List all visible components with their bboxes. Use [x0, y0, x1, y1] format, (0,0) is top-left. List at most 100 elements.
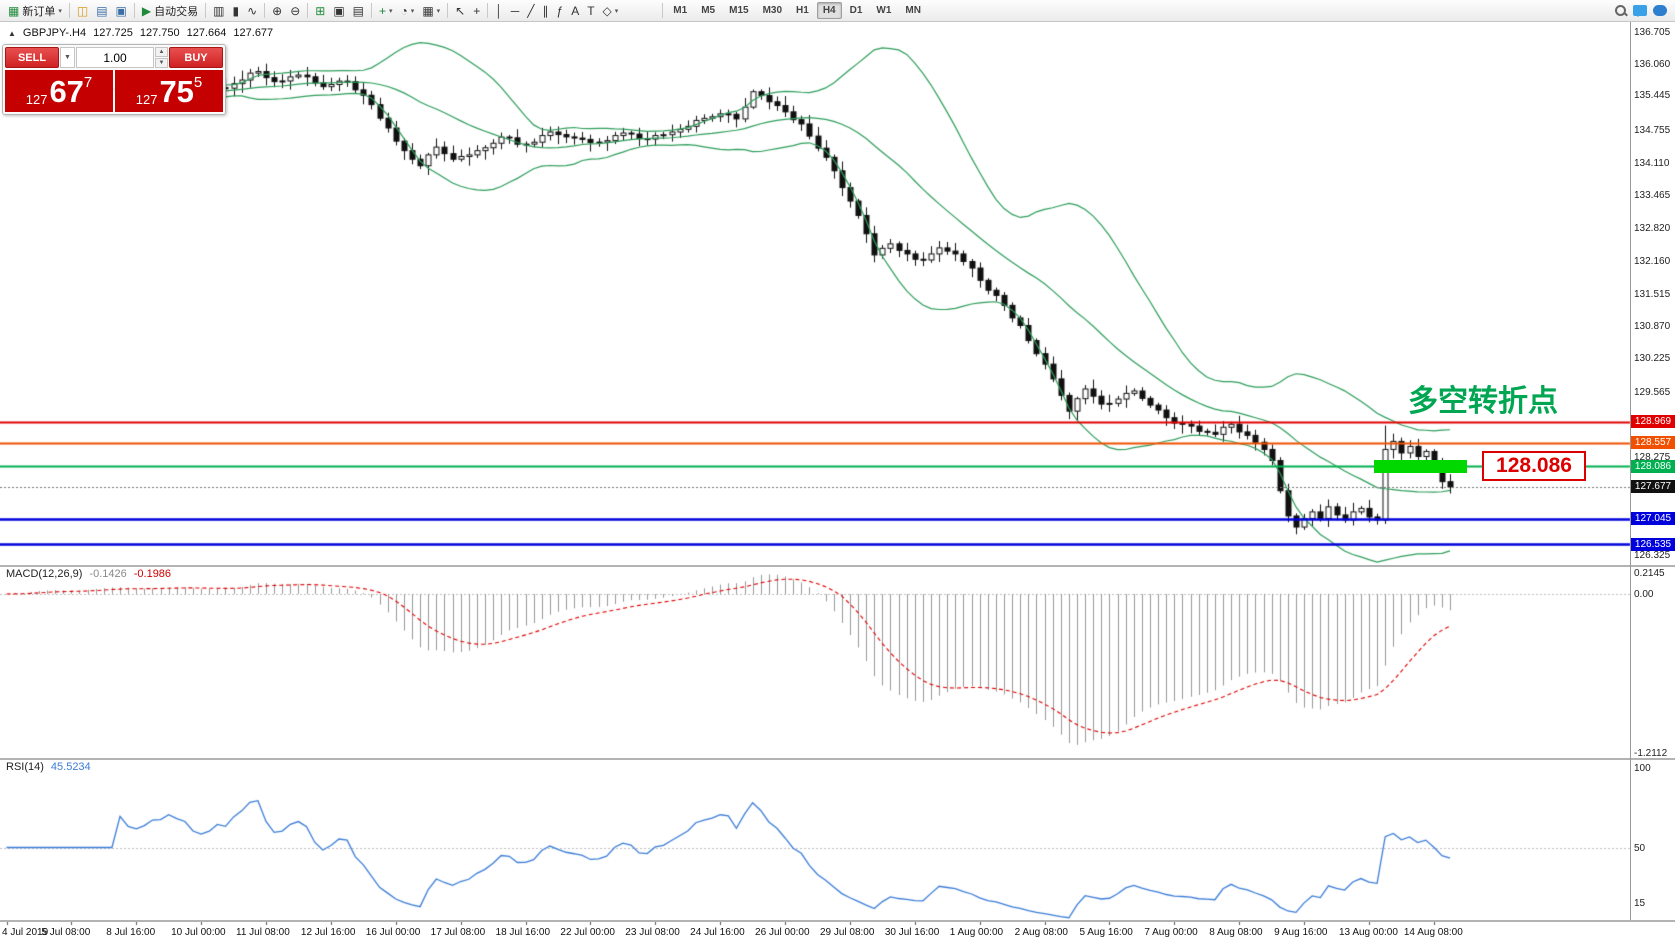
time-axis-label: 14 Aug 08:00 — [1403, 927, 1463, 938]
trendline-icon: ╱ — [527, 3, 535, 18]
indicators-button[interactable]: + ▾ — [375, 2, 397, 20]
arrange-windows-button[interactable]: ▤ — [349, 2, 368, 20]
line-chart-button[interactable]: ∿ — [243, 2, 261, 20]
crosshair-button[interactable]: + — [469, 2, 484, 20]
sell-button[interactable]: SELL — [5, 47, 59, 68]
navigator-icon-icon: ▣ — [115, 3, 127, 18]
time-axis-label: 8 Aug 08:00 — [1209, 927, 1263, 938]
time-axis-label: 1 Aug 00:00 — [949, 927, 1004, 938]
bar-chart-icon: ▥ — [213, 3, 225, 18]
time-axis[interactable]: 4 Jul 2019 5 Jul 08:00 8 Jul 16:00 10 Jul 0… — [0, 922, 1630, 944]
timeframe-M5[interactable]: M5 — [695, 2, 721, 19]
periods-button[interactable]: ◔ ▾ — [397, 2, 419, 20]
ohlc-close: 127.677 — [233, 27, 274, 39]
label-button[interactable]: T — [583, 2, 598, 20]
shapes-button[interactable]: ◇ ▾ — [599, 2, 623, 20]
new-order-button[interactable]: ▦ 新订单 ▾ — [4, 2, 66, 20]
volume-up-icon[interactable]: ▲ — [155, 47, 168, 57]
highlight-bar[interactable] — [1374, 460, 1467, 473]
zoom-out-icon: ⊖ — [290, 3, 301, 18]
timeframe-H4[interactable]: H4 — [816, 2, 842, 19]
time-axis-label: 29 Jul 08:00 — [819, 927, 875, 938]
buy-button[interactable]: BUY — [169, 47, 223, 68]
cursor-button[interactable]: ↖ — [451, 2, 469, 20]
auto-trading-button[interactable]: ▶ 自动交易 — [138, 2, 202, 20]
volume-dropdown-caret[interactable]: ▼ — [60, 47, 75, 68]
vertical-line-button[interactable]: │ — [491, 2, 507, 20]
vertical-line-icon: │ — [495, 3, 503, 18]
cursor-icon: ↖ — [455, 3, 466, 18]
sell-price-display[interactable]: 127 67 7 — [5, 70, 113, 112]
buy-price-prefix: 127 — [135, 92, 158, 107]
timeframe-W1[interactable]: W1 — [870, 2, 897, 19]
price-badge: 127.045 — [1631, 512, 1675, 526]
text-button[interactable]: A — [567, 2, 583, 20]
fibonacci-button[interactable]: ƒ — [553, 2, 568, 20]
macd-axis-label: -1.2112 — [1634, 747, 1668, 759]
time-axis-label: 7 Aug 00:00 — [1144, 927, 1198, 938]
trendline-button[interactable]: ╱ — [523, 2, 538, 20]
price-axis-label: 132.820 — [1634, 222, 1671, 234]
time-axis-label: 30 Jul 16:00 — [884, 927, 940, 938]
data-window-icon[interactable]: ▤ — [92, 2, 111, 20]
price-axis-label: 135.445 — [1634, 90, 1671, 102]
candlestick-chart-button[interactable]: ▮ — [228, 2, 243, 20]
price-axis-label: 131.515 — [1634, 288, 1671, 300]
sell-price-pipette: 7 — [83, 74, 93, 91]
annotation-text[interactable]: 多空转折点 — [1408, 385, 1558, 418]
buy-price-display[interactable]: 127 75 5 — [115, 70, 223, 112]
timeframe-M1[interactable]: M1 — [667, 2, 693, 19]
price-callout[interactable]: 128.086 — [1482, 451, 1586, 481]
buy-price-pips: 75 — [159, 74, 194, 109]
rsi-label: RSI(14) — [6, 761, 44, 773]
toolbar: ▦ 新订单 ▾ ◫ ▤ ▣ ▶ 自动交易 ▥ ▮ ∿ ⊕ ⊖ ⊞ ▣ ▤ + ▾ ◔ ▾ ▦ ▾ ↖ + │ ─ ╱ ∥ ƒ A T ◇ ▾ M1… — [0, 0, 1675, 22]
market-watch-icon[interactable]: ◫ — [73, 2, 92, 20]
market-watch-icon-icon: ◫ — [76, 3, 89, 18]
one-click-trading-panel: SELL ▼ ▲▼ BUY 127 67 7 127 75 5 — [2, 44, 226, 115]
caret-down-icon: ▾ — [436, 7, 441, 15]
tile-windows-button[interactable]: ⊞ — [311, 2, 329, 20]
search-icon[interactable] — [1614, 4, 1627, 17]
cascade-windows-button[interactable]: ▣ — [329, 2, 348, 20]
rsi-value: 45.5234 — [50, 761, 91, 773]
time-axis-label: 18 Jul 16:00 — [495, 927, 551, 938]
price-axis[interactable]: 136.705 136.060 135.445 134.755 134.110 133.4… — [1631, 22, 1675, 920]
chat-icon[interactable] — [1633, 5, 1647, 17]
time-axis-label: 11 Jul 08:00 — [236, 927, 290, 938]
sell-price-prefix: 127 — [25, 92, 48, 107]
navigator-icon[interactable]: ▣ — [112, 2, 131, 20]
time-axis-label: 5 Aug 16:00 — [1079, 927, 1133, 938]
horizontal-line-button[interactable]: ─ — [507, 2, 524, 20]
label-icon: T — [587, 3, 595, 18]
channel-button[interactable]: ∥ — [539, 2, 553, 20]
timeframe-M15[interactable]: M15 — [723, 2, 754, 19]
line-chart-icon: ∿ — [247, 3, 258, 18]
price-axis-separator — [1630, 22, 1631, 920]
zoom-in-button[interactable]: ⊕ — [268, 2, 286, 20]
community-icon[interactable] — [1653, 5, 1667, 16]
timeframe-M30[interactable]: M30 — [757, 2, 788, 19]
price-axis-label: 134.110 — [1634, 157, 1670, 169]
volume-input[interactable] — [76, 47, 154, 68]
macd-value-signal: -0.1986 — [133, 568, 172, 580]
data-window-icon-icon: ▤ — [96, 3, 108, 18]
bar-chart-button[interactable]: ▥ — [209, 2, 228, 20]
timeframe-D1[interactable]: D1 — [844, 2, 869, 19]
pane-separator-rsi[interactable] — [0, 758, 1675, 760]
toolbar-separator — [307, 3, 309, 18]
macd-value-main: -0.1426 — [89, 568, 127, 580]
templates-button[interactable]: ▦ ▾ — [418, 2, 444, 20]
toolbar-separator — [205, 3, 207, 18]
toolbar-separator — [68, 3, 70, 18]
time-axis-label: 12 Jul 16:00 — [300, 927, 356, 938]
symbol-period-label: GBPJPY-.H4 — [22, 27, 87, 39]
timeframe-H1[interactable]: H1 — [790, 2, 815, 19]
timeframe-MN[interactable]: MN — [899, 2, 927, 19]
caret-down-icon: ▾ — [58, 7, 62, 15]
pane-separator-macd[interactable] — [0, 565, 1675, 567]
toolbar-separator — [371, 3, 373, 18]
new-order-button-label: 新订单 — [22, 5, 56, 18]
zoom-out-button[interactable]: ⊖ — [286, 2, 304, 20]
volume-down-icon[interactable]: ▼ — [155, 58, 168, 68]
price-axis-label: 130.870 — [1634, 320, 1671, 332]
